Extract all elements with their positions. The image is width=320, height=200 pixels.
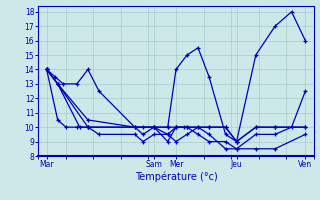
X-axis label: Température (°c): Température (°c) [135, 172, 217, 182]
